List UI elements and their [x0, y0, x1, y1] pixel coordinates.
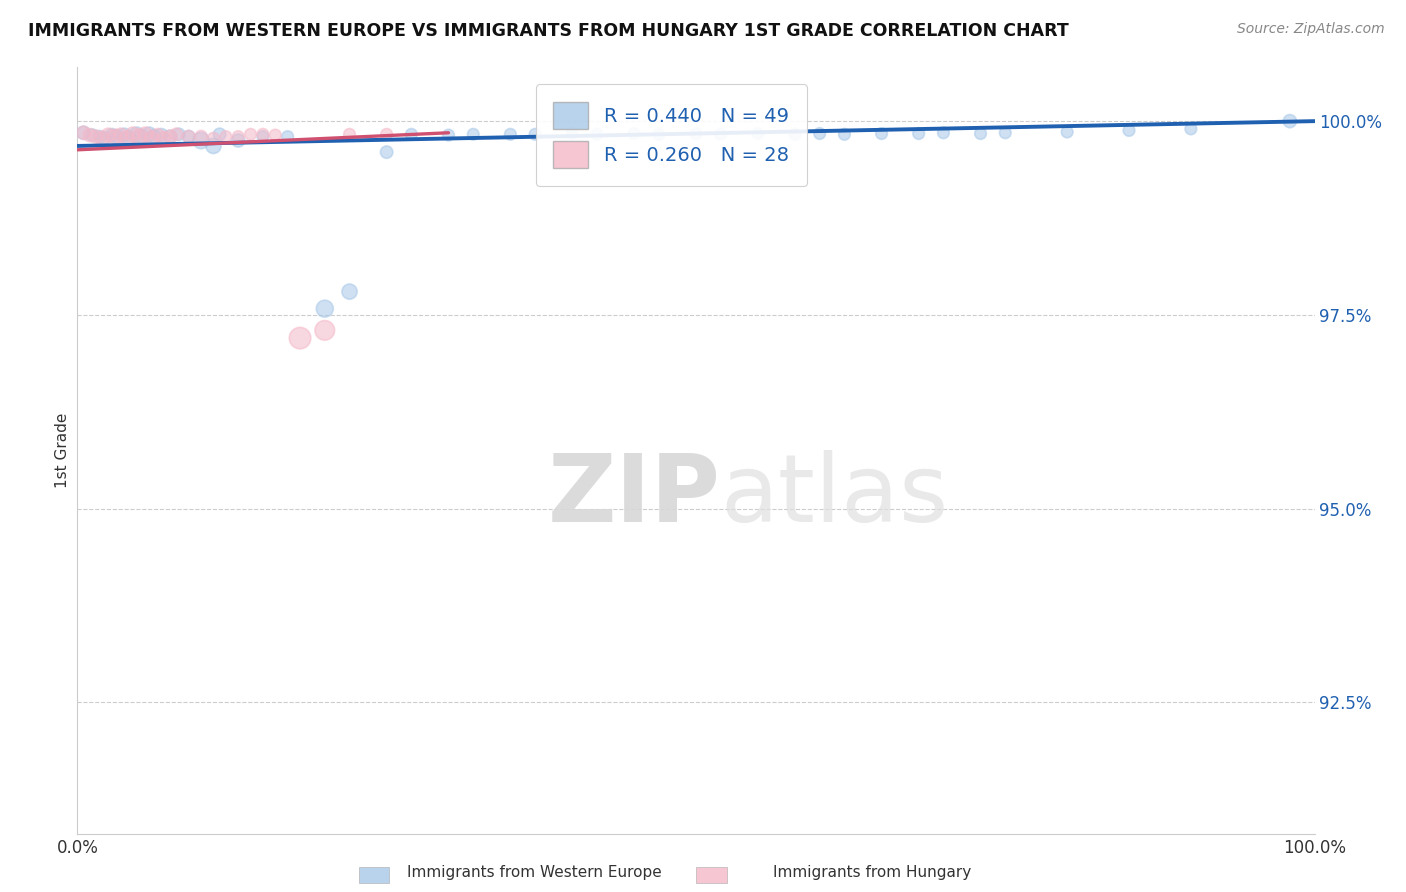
Point [834, 128, 856, 142]
Point [101, 128, 124, 142]
Point [159, 129, 181, 144]
Point [134, 128, 156, 142]
Text: ZIP: ZIP [548, 450, 721, 542]
Point [375, 145, 398, 160]
Point [82, 128, 104, 142]
Point [1180, 121, 1202, 136]
Point [314, 323, 336, 337]
Point [524, 128, 547, 142]
Point [808, 127, 831, 141]
Point [252, 128, 274, 142]
Point [1118, 123, 1140, 137]
Point [339, 128, 361, 142]
Point [89, 129, 111, 144]
Point [969, 127, 991, 141]
Point [375, 128, 398, 142]
Point [648, 128, 671, 142]
Point [165, 128, 187, 142]
Point [994, 126, 1017, 140]
Point [177, 129, 200, 144]
Text: Immigrants from Hungary: Immigrants from Hungary [772, 865, 972, 880]
Point [226, 134, 249, 148]
Point [314, 301, 336, 316]
Y-axis label: 1st Grade: 1st Grade [55, 413, 70, 488]
Legend: R = 0.440   N = 49, R = 0.260   N = 28: R = 0.440 N = 49, R = 0.260 N = 28 [536, 84, 807, 186]
Point [93, 131, 115, 145]
Point [288, 331, 311, 345]
Text: Source: ZipAtlas.com: Source: ZipAtlas.com [1237, 22, 1385, 37]
Point [190, 129, 212, 144]
Point [118, 131, 141, 145]
Point [141, 131, 163, 145]
Point [91, 131, 114, 145]
Point [783, 128, 806, 142]
Point [932, 126, 955, 140]
Point [143, 129, 166, 144]
Point [239, 128, 262, 142]
Point [747, 127, 769, 141]
Point [202, 139, 225, 153]
Point [177, 129, 200, 144]
Point [72, 126, 94, 140]
Point [208, 128, 231, 142]
Point [146, 128, 169, 142]
Point [131, 129, 153, 144]
Point [252, 129, 274, 144]
Text: IMMIGRANTS FROM WESTERN EUROPE VS IMMIGRANTS FROM HUNGARY 1ST GRADE CORRELATION : IMMIGRANTS FROM WESTERN EUROPE VS IMMIGR… [28, 22, 1069, 40]
Point [125, 128, 148, 142]
Point [79, 128, 101, 142]
Point [401, 128, 423, 142]
Point [103, 129, 125, 144]
Point [150, 128, 173, 142]
Point [226, 129, 249, 144]
Point [112, 128, 135, 142]
Point [115, 131, 138, 145]
Text: atlas: atlas [721, 450, 949, 542]
Point [685, 127, 707, 141]
Point [110, 128, 132, 142]
Point [339, 285, 361, 299]
Point [97, 128, 120, 142]
Point [1278, 114, 1301, 128]
Point [72, 126, 94, 140]
Text: Immigrants from Western Europe: Immigrants from Western Europe [406, 865, 662, 880]
Point [623, 127, 645, 141]
Point [190, 134, 212, 148]
Point [907, 127, 929, 141]
Point [138, 128, 160, 142]
Point [153, 131, 176, 145]
Point [277, 129, 299, 144]
Point [122, 128, 145, 142]
Point [499, 128, 522, 142]
Point [437, 128, 460, 142]
Point [215, 129, 238, 144]
Point [159, 129, 181, 144]
Point [710, 128, 733, 142]
Point [128, 129, 150, 144]
Point [463, 128, 485, 142]
Point [561, 127, 583, 141]
Point [167, 128, 190, 142]
Point [202, 131, 225, 145]
Point [264, 128, 287, 142]
Point [1056, 125, 1078, 139]
Point [84, 129, 107, 144]
Point [870, 127, 893, 141]
Point [105, 129, 128, 144]
Point [586, 128, 609, 142]
